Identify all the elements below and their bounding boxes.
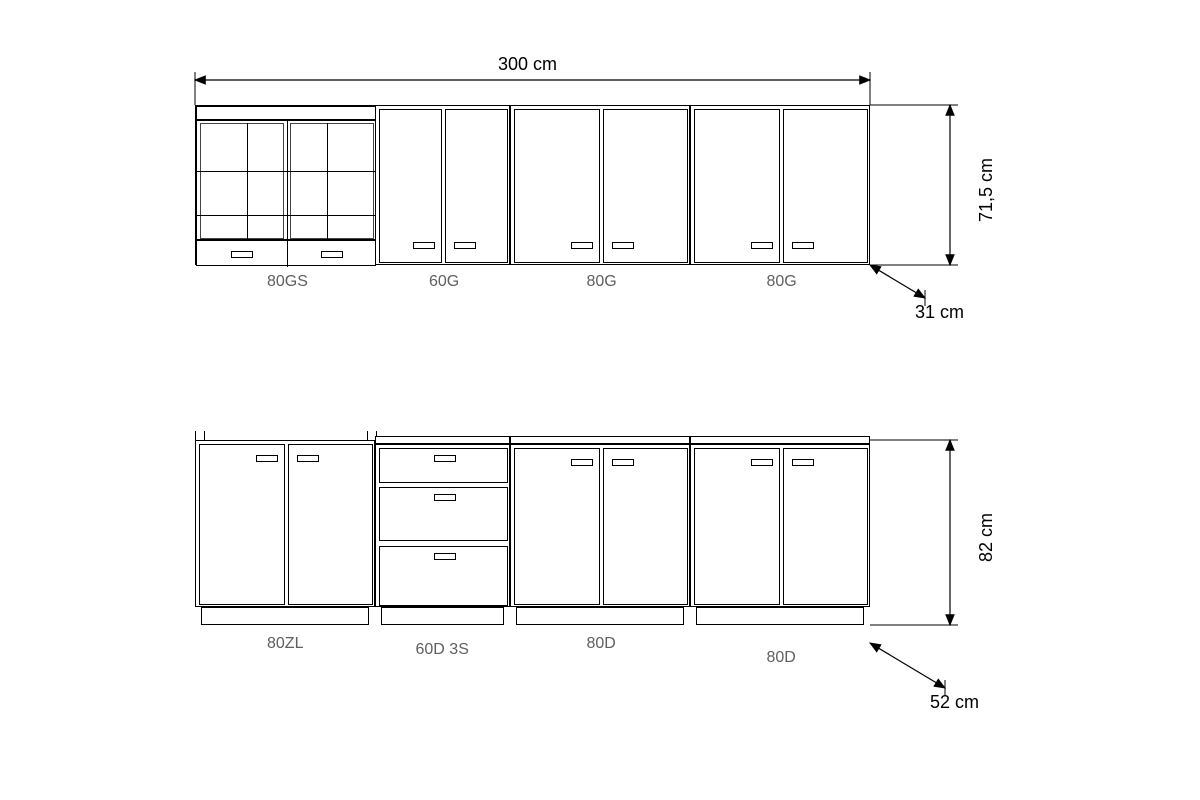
dim-total-width: 300 cm bbox=[498, 54, 557, 75]
handle-icon bbox=[792, 459, 814, 466]
handle-icon bbox=[751, 242, 773, 249]
lower-60D 3S bbox=[375, 444, 510, 607]
handle-icon bbox=[612, 242, 634, 249]
handle-icon bbox=[792, 242, 814, 249]
lower-80D bbox=[690, 444, 870, 607]
label-lower-0: 80ZL bbox=[267, 635, 303, 653]
label-lower-1: 60D 3S bbox=[416, 641, 469, 659]
diagram-stage: 300 cm 71,5 cm 31 cm 82 cm 52 cm 80GS 60G… bbox=[0, 0, 1200, 800]
label-lower-3: 80D bbox=[767, 649, 796, 667]
upper-80G bbox=[510, 105, 690, 265]
label-upper-1: 60G bbox=[429, 273, 459, 291]
handle-icon bbox=[321, 251, 343, 258]
countertop bbox=[375, 436, 510, 444]
countertop bbox=[690, 436, 870, 444]
label-upper-0: 80GS bbox=[267, 273, 308, 291]
handle-icon bbox=[571, 459, 593, 466]
dim-lower-depth: 52 cm bbox=[930, 692, 979, 713]
countertop bbox=[510, 436, 690, 444]
handle-icon bbox=[454, 242, 476, 249]
plinth bbox=[696, 607, 864, 625]
upper-80G bbox=[690, 105, 870, 265]
lower-80D bbox=[510, 444, 690, 607]
handle-icon bbox=[571, 242, 593, 249]
dim-upper-depth: 31 cm bbox=[915, 302, 964, 323]
label-lower-2: 80D bbox=[587, 635, 616, 653]
handle-icon bbox=[751, 459, 773, 466]
upper-80GS bbox=[195, 105, 375, 265]
plinth bbox=[381, 607, 504, 625]
plinth bbox=[201, 607, 369, 625]
handle-icon bbox=[434, 494, 456, 501]
handle-icon bbox=[434, 553, 456, 560]
plinth bbox=[516, 607, 684, 625]
handle-icon bbox=[413, 242, 435, 249]
handle-icon bbox=[434, 455, 456, 462]
handle-icon bbox=[297, 455, 319, 462]
upper-60G bbox=[375, 105, 510, 265]
dim-upper-height: 71,5 cm bbox=[976, 158, 997, 222]
label-upper-3: 80G bbox=[767, 273, 797, 291]
handle-icon bbox=[231, 251, 253, 258]
handle-icon bbox=[256, 455, 278, 462]
handle-icon bbox=[612, 459, 634, 466]
lower-80ZL bbox=[195, 440, 375, 607]
label-upper-2: 80G bbox=[587, 273, 617, 291]
dim-lower-height: 82 cm bbox=[976, 513, 997, 562]
